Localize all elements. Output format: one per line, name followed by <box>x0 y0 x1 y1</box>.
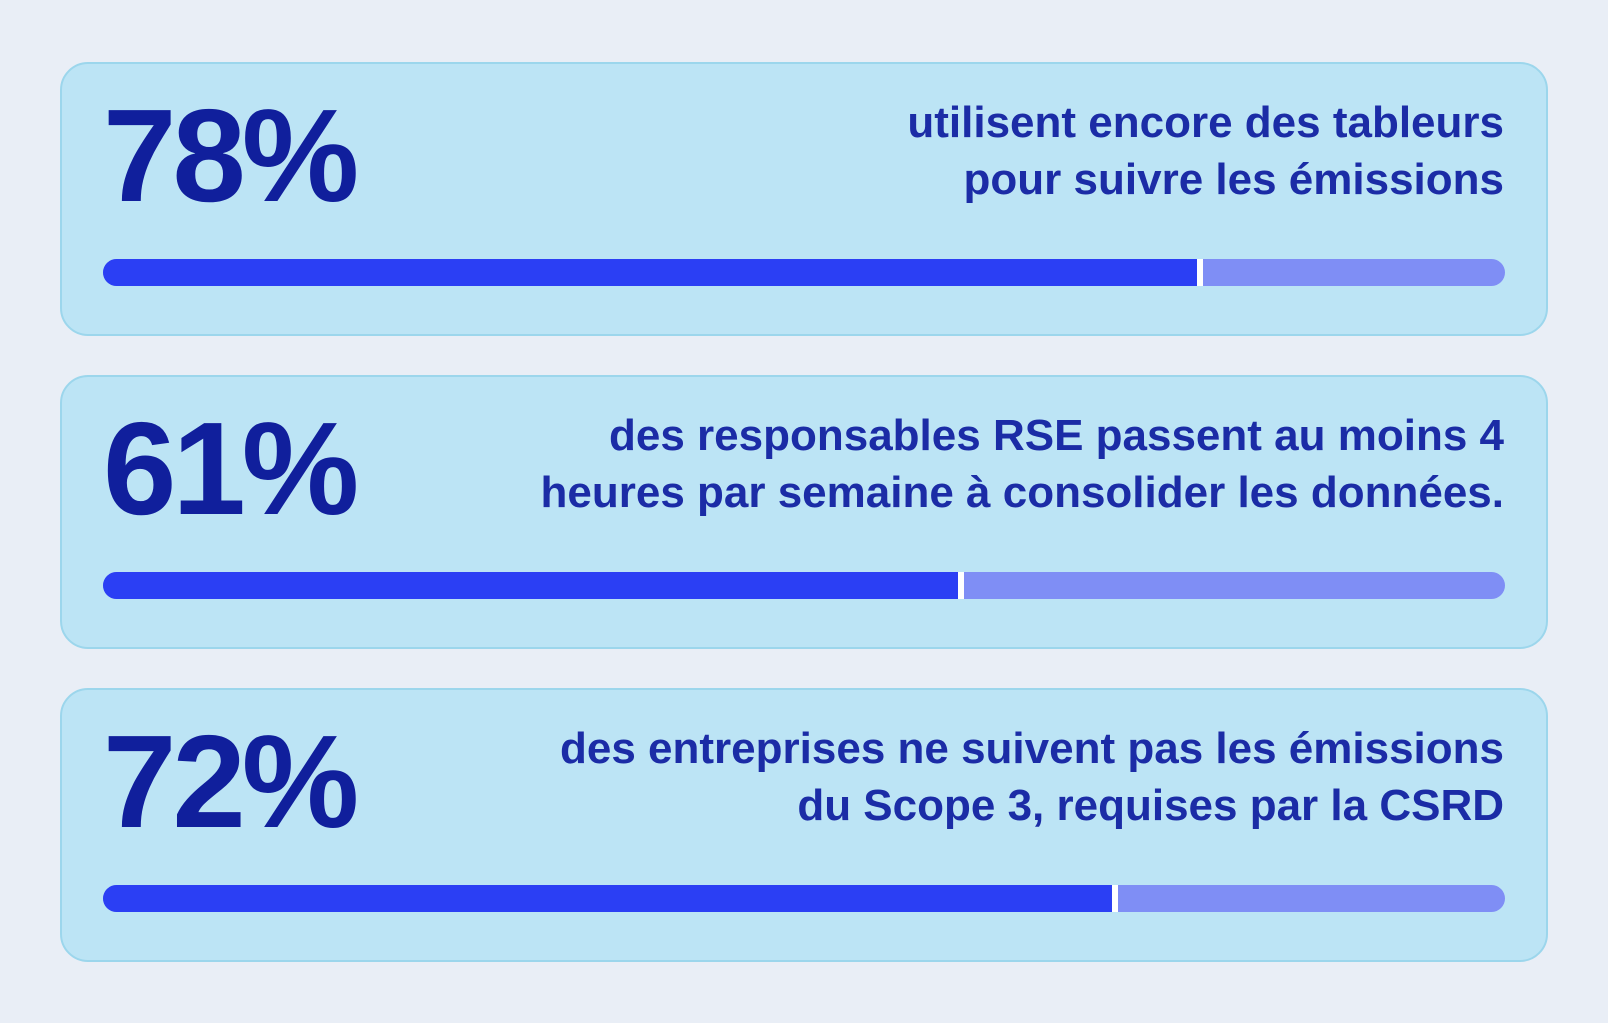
progress-fill <box>103 572 965 599</box>
stat-card: 72% des entreprises ne suivent pas les é… <box>60 688 1548 962</box>
stat-description-line: pour suivre les émissions <box>963 155 1504 205</box>
stat-description: des entreprises ne suivent pas les émiss… <box>560 720 1504 834</box>
stat-description-line: du Scope 3, requises par la CSRD <box>797 781 1504 831</box>
stat-description-line: heures par semaine à consolider les donn… <box>540 468 1505 518</box>
stat-description: utilisent encore des tableurs pour suivr… <box>907 94 1504 208</box>
stat-card: 78% utilisent encore des tableurs pour s… <box>60 62 1548 336</box>
stat-description-line: des responsables RSE passent au moins 4 <box>609 411 1504 460</box>
stat-value: 61% <box>103 395 359 542</box>
progress-fill <box>103 885 1119 912</box>
progress-bar <box>103 885 1505 912</box>
stat-description-line: des entreprises ne suivent pas les émiss… <box>560 724 1504 773</box>
progress-bar <box>103 572 1505 599</box>
progress-bar <box>103 259 1505 286</box>
stat-value: 78% <box>103 82 359 229</box>
stat-description: des responsables RSE passent au moins 4 … <box>541 407 1505 521</box>
progress-fill <box>103 259 1203 286</box>
stat-value: 72% <box>103 708 359 855</box>
stat-card: 61% des responsables RSE passent au moin… <box>60 375 1548 649</box>
stat-description-line: utilisent encore des tableurs <box>907 98 1504 147</box>
